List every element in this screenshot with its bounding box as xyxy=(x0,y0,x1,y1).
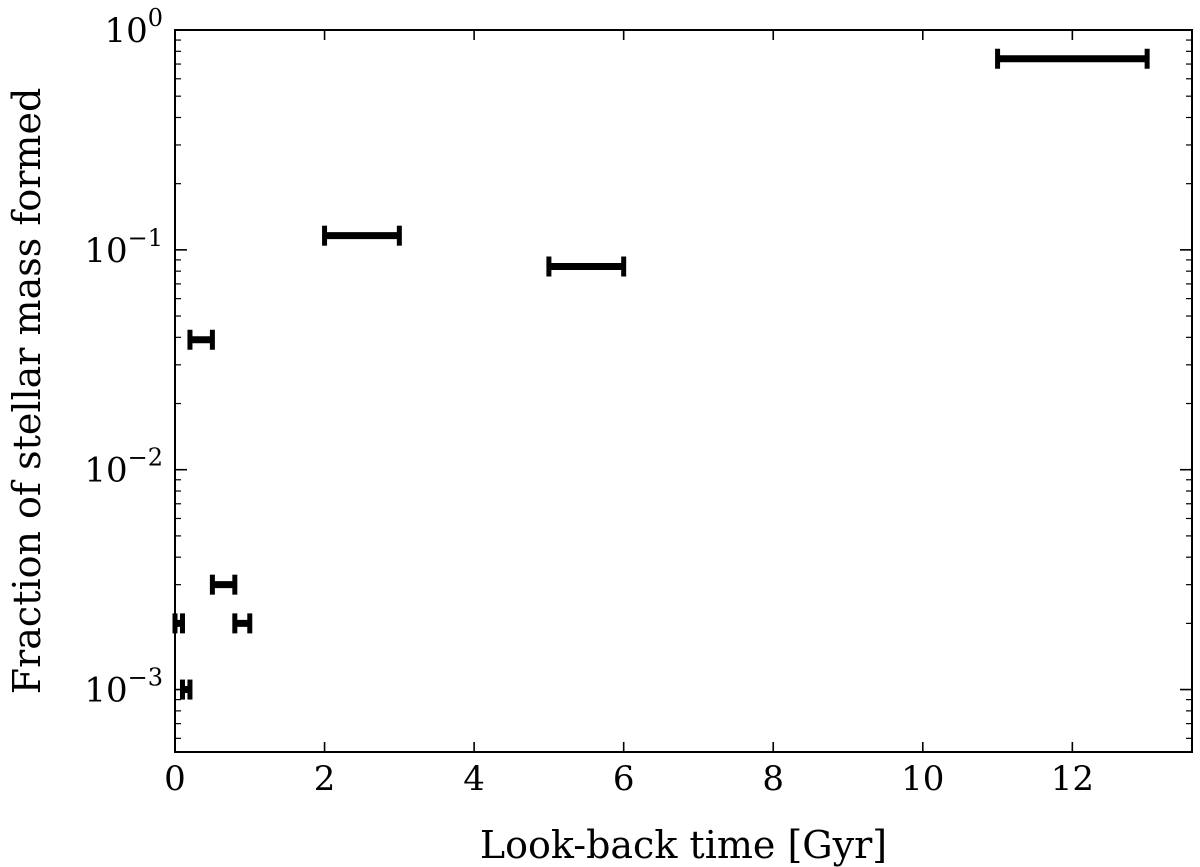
y-tick-label: 10−1 xyxy=(84,224,163,271)
y-axis-ticks: 10−3 10−2 10−1 100 xyxy=(84,4,1192,739)
data-point-2 xyxy=(179,679,193,700)
data-marks xyxy=(172,48,1150,700)
x-tick-label: 6 xyxy=(613,759,635,799)
y-axis-label: Fraction of stellar mass formed xyxy=(5,88,49,695)
x-axis-label: Look-back time [Gyr] xyxy=(480,823,887,867)
data-point-5 xyxy=(232,613,253,634)
data-point-3 xyxy=(187,329,215,350)
y-tick-label: 10−3 xyxy=(84,664,163,711)
x-tick-label: 10 xyxy=(901,759,944,799)
data-point-1 xyxy=(172,613,185,634)
x-tick-label: 0 xyxy=(164,759,186,799)
x-tick-label: 2 xyxy=(314,759,336,799)
plot-frame xyxy=(174,29,1193,753)
data-point-8 xyxy=(995,48,1150,69)
x-axis-ticks: 0 2 4 6 8 10 12 xyxy=(164,30,1094,799)
data-point-4 xyxy=(209,574,238,595)
x-tick-label: 8 xyxy=(762,759,784,799)
y-tick-label: 10−2 xyxy=(84,444,163,491)
y-tick-label: 100 xyxy=(104,4,163,51)
data-point-6 xyxy=(322,225,402,246)
data-point-7 xyxy=(546,256,627,277)
x-tick-label: 12 xyxy=(1051,759,1094,799)
x-tick-label: 4 xyxy=(463,759,485,799)
